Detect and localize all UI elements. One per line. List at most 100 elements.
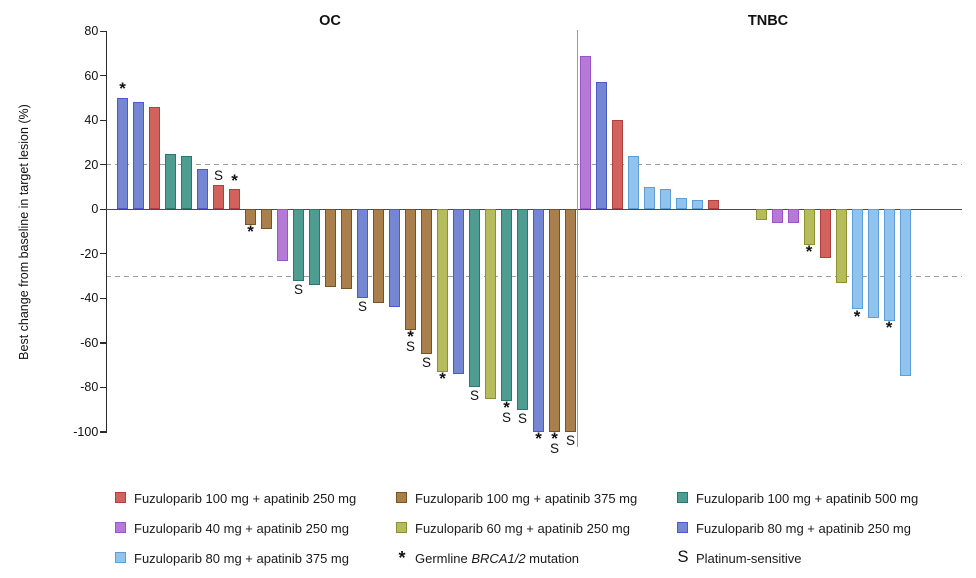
blue-swatch	[677, 522, 688, 533]
brca-marker: *	[439, 368, 446, 388]
bar	[245, 209, 256, 225]
y-tick-label: -20	[80, 246, 99, 261]
bar	[261, 209, 272, 230]
bar	[309, 209, 320, 285]
bar	[453, 209, 464, 375]
y-tick-label: 80	[84, 24, 99, 39]
brca-marker: *	[231, 170, 238, 190]
platinum-marker: S	[405, 339, 415, 355]
y-axis-label: Best change from baseline in target lesi…	[17, 104, 31, 360]
bar	[803, 209, 815, 245]
platinum-marker: S	[421, 355, 431, 371]
bar	[181, 155, 192, 210]
brca-marker: *	[247, 221, 254, 241]
bar	[133, 102, 144, 210]
bar	[437, 209, 448, 372]
y-tick-label: 0	[91, 202, 99, 217]
brca-marker: *	[551, 428, 558, 448]
y-axis-spine	[105, 31, 108, 434]
y-axis-tick	[100, 431, 106, 433]
platinum-symbol: S	[677, 548, 689, 566]
y-axis-tick	[100, 75, 106, 77]
bar	[229, 189, 240, 210]
brca-marker: *	[407, 326, 414, 346]
platinum-marker: S	[517, 410, 527, 426]
legend-label: Fuzuloparib 60 mg + apatinib 250 mg	[415, 521, 630, 536]
legend-label: Germline BRCA1/2 mutation	[415, 551, 580, 566]
bar	[579, 55, 591, 210]
platinum-marker: S	[565, 432, 575, 448]
bar	[197, 169, 208, 210]
bar	[357, 209, 368, 299]
bar	[165, 153, 176, 210]
brca-marker: *	[805, 241, 813, 261]
legend-label: Fuzuloparib 80 mg + apatinib 250 mg	[696, 521, 911, 536]
y-axis-tick	[100, 342, 106, 344]
brca-marker: *	[503, 397, 510, 417]
bar	[851, 209, 863, 310]
legend-label: Platinum-sensitive	[696, 551, 802, 566]
olive-swatch	[396, 522, 407, 533]
bar	[277, 209, 288, 261]
bar	[675, 198, 687, 210]
bar	[117, 97, 128, 210]
platinum-marker: S	[293, 281, 303, 297]
platinum-marker: S	[469, 388, 479, 404]
platinum-marker: S	[213, 168, 223, 184]
y-axis-tick	[100, 119, 106, 121]
y-tick-label: 40	[84, 113, 99, 128]
legend-label: Fuzuloparib 100 mg + apatinib 250 mg	[134, 491, 357, 506]
legend-label: Fuzuloparib 100 mg + apatinib 375 mg	[415, 491, 638, 506]
panel-separator	[576, 30, 578, 447]
platinum-marker: S	[357, 299, 367, 315]
y-tick-label: -60	[80, 335, 99, 350]
platinum-marker: S	[549, 441, 559, 457]
bar	[373, 209, 384, 303]
threshold-line	[105, 164, 962, 166]
purple-swatch	[115, 522, 126, 533]
bar	[627, 155, 639, 210]
bar	[549, 209, 560, 432]
bar	[611, 120, 623, 210]
y-tick-label: 20	[84, 157, 99, 172]
brca-marker: *	[119, 79, 126, 99]
bar	[421, 209, 432, 355]
bar	[389, 209, 400, 308]
sky-swatch	[115, 552, 126, 563]
panel-title-oc: OC	[319, 13, 341, 29]
bar	[819, 209, 831, 259]
legend-label: Fuzuloparib 40 mg + apatinib 250 mg	[134, 521, 349, 536]
brca-marker: *	[853, 306, 861, 326]
bar	[533, 209, 544, 432]
y-axis-tick	[100, 30, 106, 32]
brca-marker: *	[535, 428, 542, 448]
bar	[659, 189, 671, 210]
bar	[787, 209, 799, 223]
bar	[883, 209, 895, 321]
legend-label: Fuzuloparib 80 mg + apatinib 375 mg	[134, 551, 349, 566]
bar	[691, 200, 703, 210]
bar	[595, 82, 607, 210]
y-tick-label: 60	[84, 68, 99, 83]
bar	[469, 209, 480, 388]
y-axis-tick	[100, 386, 106, 389]
bar	[149, 106, 160, 210]
asterisk-symbol: *	[398, 548, 406, 568]
bar	[213, 184, 224, 210]
brown-swatch	[396, 492, 407, 503]
bar	[565, 209, 576, 432]
y-tick-label: -80	[80, 380, 99, 395]
y-axis-tick	[100, 208, 106, 210]
y-axis-tick	[100, 253, 106, 255]
bar	[643, 187, 655, 210]
bar	[755, 209, 767, 221]
brca-marker: *	[885, 317, 893, 337]
y-axis-tick	[100, 164, 106, 166]
bar	[835, 209, 847, 283]
bar	[485, 209, 496, 399]
y-tick-label: -100	[73, 424, 99, 439]
bar	[405, 209, 416, 330]
bar	[517, 209, 528, 410]
bar	[325, 209, 336, 288]
